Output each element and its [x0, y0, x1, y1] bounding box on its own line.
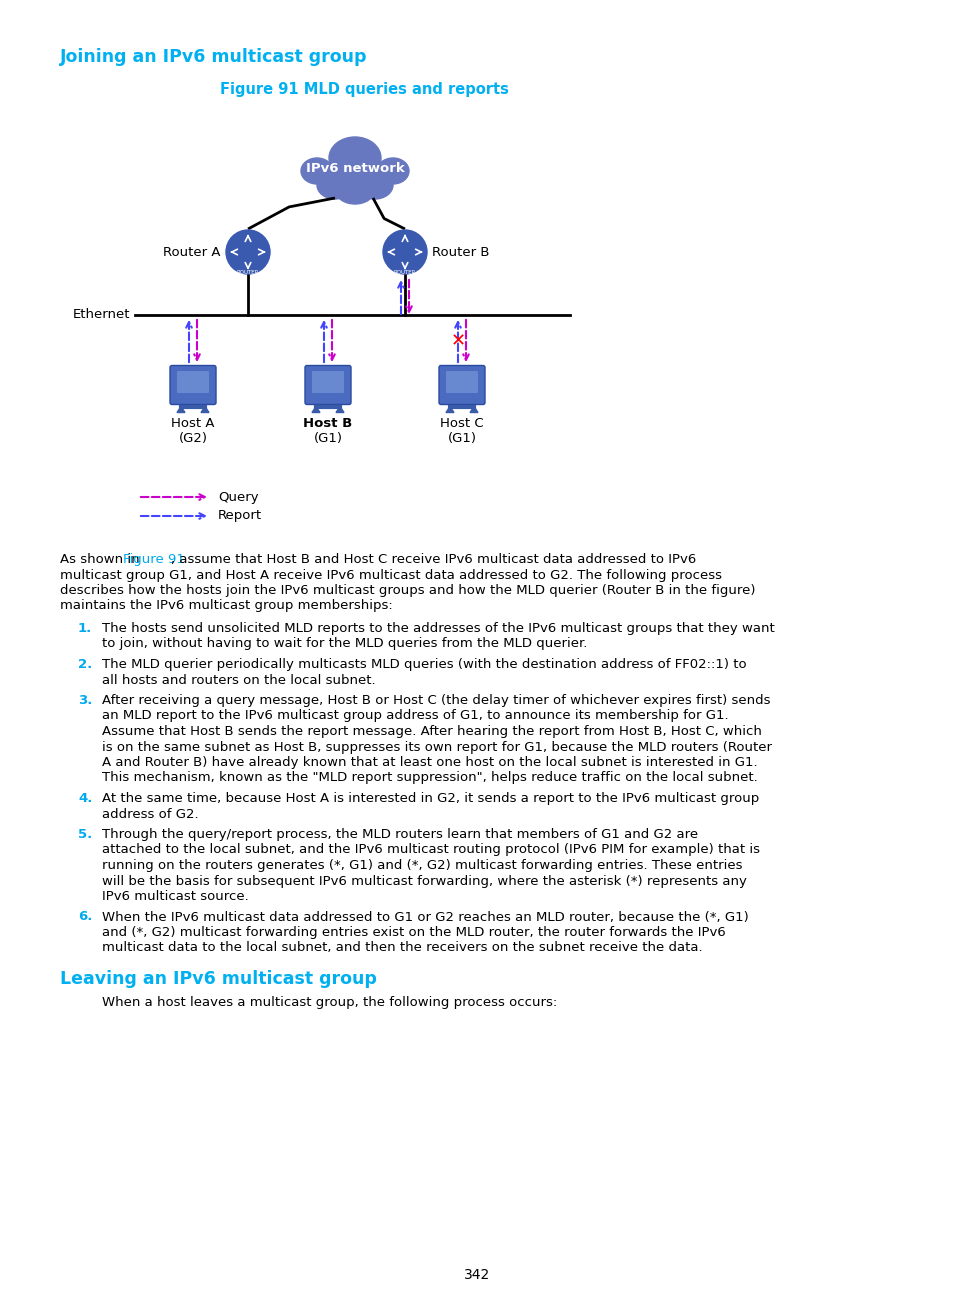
Text: 342: 342: [463, 1267, 490, 1282]
Text: When the IPv6 multicast data addressed to G1 or G2 reaches an MLD router, becaus: When the IPv6 multicast data addressed t…: [102, 911, 748, 924]
Text: (G1): (G1): [447, 432, 476, 445]
Circle shape: [226, 229, 270, 273]
Text: Leaving an IPv6 multicast group: Leaving an IPv6 multicast group: [60, 969, 376, 988]
Text: to join, without having to wait for the MLD queries from the MLD querier.: to join, without having to wait for the …: [102, 638, 587, 651]
Polygon shape: [470, 407, 477, 412]
Text: ROUTER: ROUTER: [394, 270, 416, 275]
Text: Assume that Host B sends the report message. After hearing the report from Host : Assume that Host B sends the report mess…: [102, 724, 761, 737]
Polygon shape: [201, 407, 209, 412]
FancyBboxPatch shape: [177, 371, 209, 393]
Text: After receiving a query message, Host B or Host C (the delay timer of whichever : After receiving a query message, Host B …: [102, 693, 770, 708]
Text: address of G2.: address of G2.: [102, 807, 198, 820]
Text: and (*, G2) multicast forwarding entries exist on the MLD router, the router for: and (*, G2) multicast forwarding entries…: [102, 927, 725, 940]
Text: multicast group G1, and Host A receive IPv6 multicast data addressed to G2. The : multicast group G1, and Host A receive I…: [60, 569, 721, 582]
Polygon shape: [312, 407, 319, 412]
Text: Query: Query: [218, 490, 258, 504]
Text: A and Router B) have already known that at least one host on the local subnet is: A and Router B) have already known that …: [102, 756, 757, 769]
Text: Ethernet: Ethernet: [72, 308, 130, 321]
Text: 2.: 2.: [78, 658, 92, 671]
FancyBboxPatch shape: [438, 365, 484, 404]
Text: As shown in: As shown in: [60, 553, 144, 566]
Text: , assume that Host B and Host C receive IPv6 multicast data addressed to IPv6: , assume that Host B and Host C receive …: [171, 553, 696, 566]
Text: IPv6 network: IPv6 network: [305, 162, 404, 175]
Text: ROUTER: ROUTER: [236, 270, 259, 275]
Text: 1.: 1.: [78, 622, 92, 635]
Text: running on the routers generates (*, G1) and (*, G2) multicast forwarding entrie: running on the routers generates (*, G1)…: [102, 859, 741, 872]
Text: is on the same subnet as Host B, suppresses its own report for G1, because the M: is on the same subnet as Host B, suppres…: [102, 740, 771, 753]
Text: Host A: Host A: [172, 417, 214, 430]
Ellipse shape: [356, 171, 393, 200]
Ellipse shape: [335, 178, 374, 203]
Text: 5.: 5.: [78, 828, 92, 841]
Polygon shape: [335, 407, 344, 412]
Text: all hosts and routers on the local subnet.: all hosts and routers on the local subne…: [102, 674, 375, 687]
Text: maintains the IPv6 multicast group memberships:: maintains the IPv6 multicast group membe…: [60, 600, 393, 613]
Ellipse shape: [316, 171, 353, 200]
Text: ✕: ✕: [450, 332, 465, 350]
Text: Report: Report: [218, 509, 262, 522]
FancyBboxPatch shape: [312, 371, 344, 393]
Text: Figure 91: Figure 91: [123, 553, 185, 566]
Text: Through the query/report process, the MLD routers learn that members of G1 and G: Through the query/report process, the ML…: [102, 828, 698, 841]
Text: Figure 91 MLD queries and reports: Figure 91 MLD queries and reports: [220, 82, 508, 97]
FancyBboxPatch shape: [446, 371, 477, 393]
Text: At the same time, because Host A is interested in G2, it sends a report to the I: At the same time, because Host A is inte…: [102, 792, 759, 805]
Text: The hosts send unsolicited MLD reports to the addresses of the IPv6 multicast gr: The hosts send unsolicited MLD reports t…: [102, 622, 774, 635]
Text: IPv6 multicast source.: IPv6 multicast source.: [102, 890, 249, 903]
FancyBboxPatch shape: [305, 365, 351, 404]
Text: This mechanism, known as the "MLD report suppression", helps reduce traffic on t: This mechanism, known as the "MLD report…: [102, 771, 757, 784]
Text: Host B: Host B: [303, 417, 353, 430]
Text: Joining an IPv6 multicast group: Joining an IPv6 multicast group: [60, 48, 367, 66]
Text: When a host leaves a multicast group, the following process occurs:: When a host leaves a multicast group, th…: [102, 997, 557, 1010]
Text: 6.: 6.: [78, 911, 92, 924]
Text: The MLD querier periodically multicasts MLD queries (with the destination addres: The MLD querier periodically multicasts …: [102, 658, 746, 671]
Ellipse shape: [376, 158, 409, 184]
Text: describes how the hosts join the IPv6 multicast groups and how the MLD querier (: describes how the hosts join the IPv6 mu…: [60, 584, 755, 597]
FancyBboxPatch shape: [170, 365, 215, 404]
Text: (G1): (G1): [314, 432, 342, 445]
Text: an MLD report to the IPv6 multicast group address of G1, to announce its members: an MLD report to the IPv6 multicast grou…: [102, 709, 728, 722]
Text: 3.: 3.: [78, 693, 92, 708]
Text: attached to the local subnet, and the IPv6 multicast routing protocol (IPv6 PIM : attached to the local subnet, and the IP…: [102, 844, 760, 857]
Text: 4.: 4.: [78, 792, 92, 805]
Polygon shape: [446, 407, 454, 412]
Text: (G2): (G2): [178, 432, 208, 445]
Text: Host C: Host C: [439, 417, 483, 430]
Polygon shape: [177, 407, 185, 412]
Text: Router B: Router B: [432, 245, 489, 258]
Text: multicast data to the local subnet, and then the receivers on the subnet receive: multicast data to the local subnet, and …: [102, 941, 702, 954]
Ellipse shape: [329, 137, 380, 179]
Circle shape: [382, 229, 427, 273]
Text: Router A: Router A: [163, 245, 221, 258]
Ellipse shape: [301, 158, 333, 184]
Text: will be the basis for subsequent IPv6 multicast forwarding, where the asterisk (: will be the basis for subsequent IPv6 mu…: [102, 875, 746, 888]
